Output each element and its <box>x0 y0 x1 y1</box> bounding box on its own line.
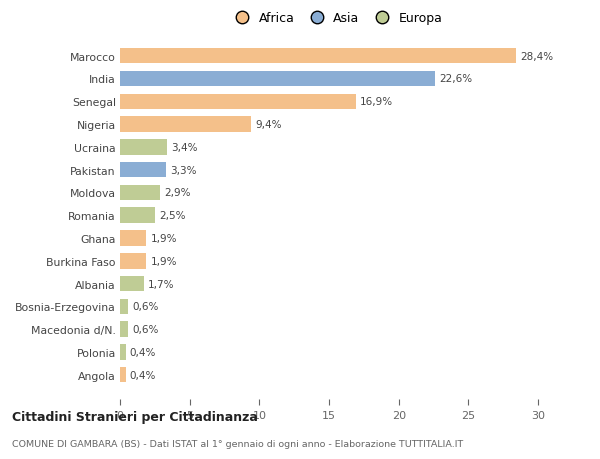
Text: 3,4%: 3,4% <box>172 143 198 152</box>
Text: 0,4%: 0,4% <box>130 370 156 380</box>
Text: 0,6%: 0,6% <box>133 302 159 312</box>
Bar <box>120 253 146 269</box>
Text: 22,6%: 22,6% <box>439 74 472 84</box>
Text: 1,9%: 1,9% <box>151 256 177 266</box>
Text: 0,6%: 0,6% <box>133 325 159 335</box>
Bar <box>120 322 128 337</box>
Bar <box>120 367 125 383</box>
Bar <box>120 344 125 360</box>
Text: 2,9%: 2,9% <box>164 188 191 198</box>
Bar <box>120 72 435 87</box>
Bar <box>120 162 166 178</box>
Text: COMUNE DI GAMBARA (BS) - Dati ISTAT al 1° gennaio di ogni anno - Elaborazione TU: COMUNE DI GAMBARA (BS) - Dati ISTAT al 1… <box>12 439 463 448</box>
Text: 28,4%: 28,4% <box>520 51 553 62</box>
Bar <box>120 208 155 224</box>
Bar <box>120 49 516 64</box>
Text: Cittadini Stranieri per Cittadinanza: Cittadini Stranieri per Cittadinanza <box>12 410 258 423</box>
Text: 2,5%: 2,5% <box>159 211 185 221</box>
Bar <box>120 117 251 133</box>
Text: 16,9%: 16,9% <box>359 97 393 107</box>
Bar <box>120 231 146 246</box>
Text: 0,4%: 0,4% <box>130 347 156 357</box>
Legend: Africa, Asia, Europa: Africa, Asia, Europa <box>225 7 447 30</box>
Text: 1,7%: 1,7% <box>148 279 175 289</box>
Bar <box>120 94 356 110</box>
Bar <box>120 299 128 314</box>
Bar <box>120 185 160 201</box>
Text: 9,4%: 9,4% <box>255 120 281 130</box>
Bar <box>120 140 167 155</box>
Bar <box>120 276 143 291</box>
Text: 1,9%: 1,9% <box>151 234 177 243</box>
Text: 3,3%: 3,3% <box>170 165 197 175</box>
